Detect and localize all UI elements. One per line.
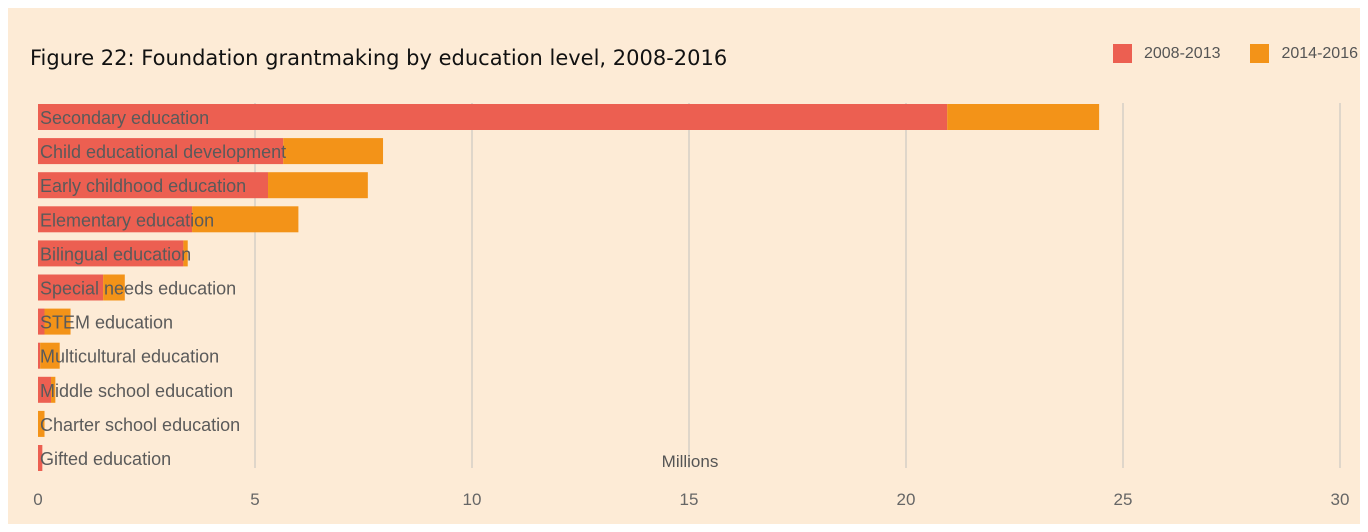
category-label-9: Charter school education [40, 415, 240, 435]
bar-series2-1 [283, 138, 384, 165]
legend-item-2008-2013: 2008-2013 [1112, 44, 1221, 63]
bar-series2-3 [192, 206, 299, 233]
bar-series1-8 [38, 376, 52, 403]
x-tick-label-20: 20 [897, 490, 916, 509]
chart-title: Figure 22: Foundation grantmaking by edu… [30, 46, 728, 70]
x-axis-label: Millions [662, 452, 719, 471]
category-label-8: Middle school education [40, 381, 233, 401]
legend-item-2014-2016: 2014-2016 [1250, 44, 1358, 63]
bar-series2-2 [268, 172, 368, 199]
bar-series1-7 [38, 342, 41, 369]
x-tick-label-25: 25 [1114, 490, 1133, 509]
bar-series1-6 [38, 308, 45, 335]
legend-swatch-2008-2013 [1112, 44, 1132, 63]
bar-series1-5 [38, 274, 104, 301]
bar-series1-4 [38, 240, 184, 267]
legend-swatch-2014-2016 [1250, 44, 1270, 63]
bar-series2-7 [40, 342, 60, 369]
legend: 2008-2013 2014-2016 [1083, 44, 1358, 63]
bar-series2-4 [183, 240, 188, 267]
x-tick-label-15: 15 [680, 490, 699, 509]
x-tick-label-5: 5 [250, 490, 259, 509]
category-label-1: Child educational development [40, 142, 286, 162]
x-tick-label-30: 30 [1331, 490, 1350, 509]
category-label-3: Elementary education [40, 210, 214, 230]
x-tick-label-0: 0 [33, 490, 42, 509]
bar-series1-0 [38, 104, 948, 130]
category-label-0: Secondary education [40, 108, 209, 128]
category-label-4: Bilingual education [40, 244, 191, 264]
bar-series2-9 [38, 410, 45, 437]
category-label-6: STEM education [40, 313, 173, 333]
bar-series1-2 [38, 172, 269, 199]
bar-series1-1 [38, 138, 284, 165]
bar-series2-5 [103, 274, 125, 301]
category-label-10: Gifted education [40, 449, 171, 469]
bar-series2-6 [44, 308, 71, 335]
x-tick-label-10: 10 [463, 490, 482, 509]
bar-series1-3 [38, 206, 193, 233]
chart-panel [8, 8, 1360, 524]
bar-series1-10 [38, 445, 43, 471]
legend-label-2014-2016: 2014-2016 [1281, 44, 1358, 62]
category-label-5: Special needs education [40, 279, 236, 299]
category-label-7: Multicultural education [40, 347, 219, 367]
bar-series2-0 [947, 104, 1100, 130]
bar-series2-8 [51, 376, 56, 403]
category-label-2: Early childhood education [40, 176, 246, 196]
legend-label-2008-2013: 2008-2013 [1143, 44, 1221, 62]
